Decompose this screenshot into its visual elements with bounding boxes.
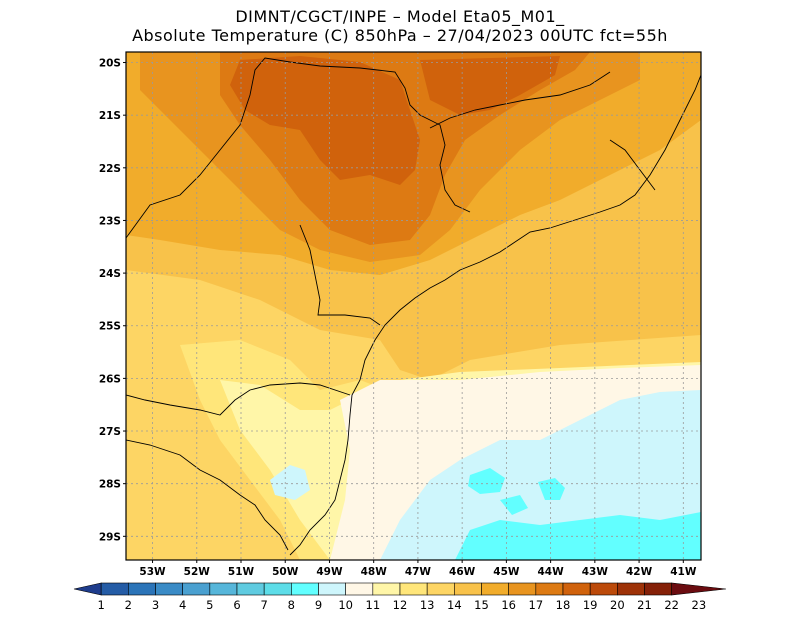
colorbar-swatch — [617, 582, 645, 596]
colorbar-label: 13 — [420, 598, 435, 612]
colorbar-label: 2 — [125, 598, 132, 612]
lon-tick-label: 41W — [670, 566, 697, 578]
colorbar-swatch — [481, 582, 509, 596]
colorbar-swatch — [345, 582, 374, 596]
lat-tick-label: 26S — [99, 373, 121, 385]
colorbar-swatch — [100, 582, 129, 596]
colorbar-label: 7 — [261, 598, 268, 612]
temperature-field — [126, 52, 701, 560]
lon-tick-label: 51W — [228, 566, 255, 578]
colorbar-label: 18 — [556, 598, 571, 612]
title-line-2: Absolute Temperature (C) 850hPa – 27/04/… — [132, 26, 668, 45]
lat-tick-label: 24S — [99, 268, 121, 280]
lon-tick-label: 44W — [538, 566, 565, 578]
colorbar-label: 12 — [393, 598, 408, 612]
title-line-1: DIMNT/CGCT/INPE – Model Eta05_M01_ — [235, 7, 565, 26]
lon-tick-label: 45W — [493, 566, 520, 578]
lon-tick-label: 50W — [272, 566, 299, 578]
colorbar-label: 1 — [98, 598, 105, 612]
colorbar-label: 9 — [315, 598, 322, 612]
colorbar-swatch — [644, 582, 672, 596]
colorbar-label: 17 — [529, 598, 544, 612]
temperature-band — [538, 478, 565, 500]
colorbar-swatch — [535, 582, 564, 596]
lon-tick-label: 48W — [361, 566, 388, 578]
colorbar-label: 23 — [692, 598, 707, 612]
lat-tick-label: 21S — [99, 110, 121, 122]
colorbar-label: 5 — [206, 598, 213, 612]
colorbar-label: 6 — [233, 598, 240, 612]
colorbar-swatch — [508, 582, 537, 596]
colorbar-swatch — [426, 582, 455, 596]
lat-tick-label: 20S — [99, 58, 121, 70]
latitude-labels: 20S 21S 22S 23S 24S 25S 26S 27S 28S 29S — [99, 58, 126, 543]
colorbar-label: 8 — [288, 598, 295, 612]
colorbar-swatch — [182, 582, 211, 596]
colorbar-swatch — [399, 582, 428, 596]
colorbar-label: 11 — [366, 598, 381, 612]
lon-tick-label: 49W — [316, 566, 343, 578]
colorbar-swatch — [562, 582, 591, 596]
longitude-labels: 53W 52W 51W 50W 49W 48W 47W 46W 45W 44W 43W 42W 41W — [139, 560, 697, 578]
lat-tick-label: 29S — [99, 531, 121, 543]
lat-tick-label: 28S — [99, 479, 121, 491]
graticule — [126, 52, 701, 560]
colorbar-label: 4 — [179, 598, 186, 612]
colorbar-swatch — [372, 582, 401, 596]
lon-tick-label: 52W — [184, 566, 211, 578]
temperature-band — [230, 56, 420, 185]
colorbar-swatch — [128, 582, 156, 596]
lat-tick-label: 25S — [99, 321, 121, 333]
coastline-borders — [126, 57, 701, 556]
lon-tick-label: 53W — [139, 566, 166, 578]
colorbar-label: 14 — [447, 598, 462, 612]
colorbar-arrow — [73, 582, 102, 596]
colorbar-swatch — [209, 582, 238, 596]
colorbar-swatch — [318, 582, 346, 596]
temperature-band — [468, 468, 505, 494]
colorbar-label: 19 — [583, 598, 598, 612]
colorbar-swatch — [236, 582, 265, 596]
lat-tick-label: 23S — [99, 215, 121, 227]
temperature-band — [500, 495, 528, 515]
lat-tick-label: 27S — [99, 426, 121, 438]
colorbar-label: 16 — [501, 598, 516, 612]
colorbar-swatch — [291, 582, 319, 596]
temperature-band — [420, 56, 560, 115]
colorbar-swatch — [155, 582, 183, 596]
colorbar-arrow — [671, 582, 727, 596]
lon-tick-label: 42W — [626, 566, 653, 578]
map-frame — [125, 51, 702, 561]
colorbar-swatch — [263, 582, 292, 596]
colorbar-label: 20 — [610, 598, 625, 612]
colorbar-label: 15 — [474, 598, 489, 612]
lon-tick-label: 46W — [449, 566, 476, 578]
lon-tick-label: 43W — [582, 566, 609, 578]
lat-tick-label: 22S — [99, 163, 121, 175]
temperature-band — [270, 465, 310, 500]
colorbar: 1 2 3 4 5 6 7 8 9 10 11 12 13 14 15 16 17 18 19 20 21 22 23 — [73, 582, 727, 612]
lon-tick-label: 47W — [405, 566, 432, 578]
colorbar-swatch — [454, 582, 482, 596]
colorbar-label: 22 — [664, 598, 679, 612]
colorbar-label: 10 — [338, 598, 353, 612]
colorbar-swatch — [589, 582, 618, 596]
colorbar-label: 21 — [637, 598, 652, 612]
colorbar-label: 3 — [152, 598, 159, 612]
